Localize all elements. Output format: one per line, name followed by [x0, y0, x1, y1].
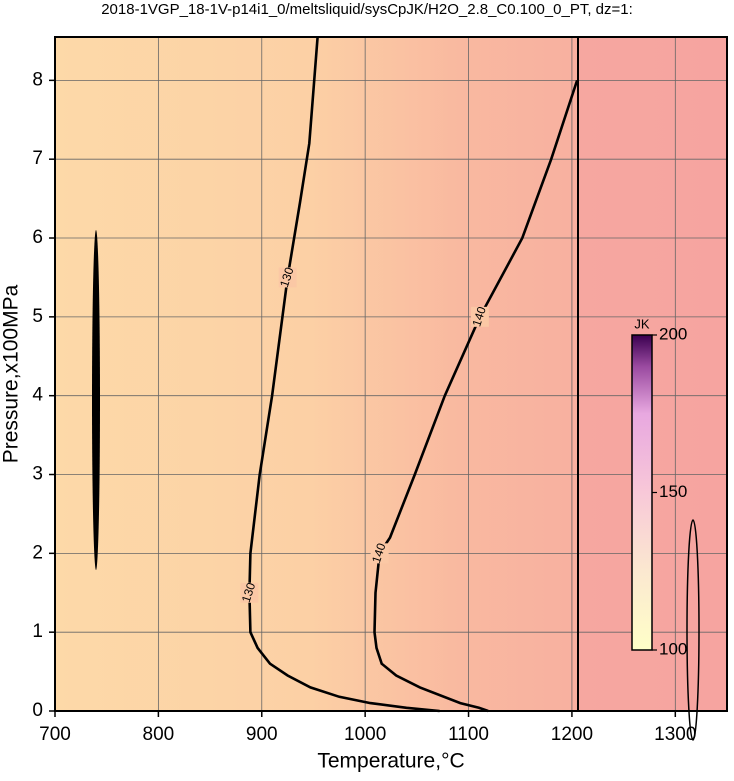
y-tick-label: 4: [32, 385, 43, 406]
x-tick-label: 1100: [448, 724, 489, 745]
y-tick-label: 3: [32, 464, 43, 485]
grid: [54, 37, 727, 712]
x-tick-label: 1000: [344, 724, 386, 745]
colorbar-tick-label: 100: [659, 639, 687, 658]
contour-label: 140: [369, 541, 389, 565]
colorbar: [631, 334, 653, 651]
contour-label-bg: [278, 267, 297, 288]
plot-frame: [54, 36, 728, 712]
contour-label: 130: [239, 581, 259, 605]
x-tick-label: 700: [39, 724, 71, 745]
x-tick-label: 1300: [654, 724, 696, 745]
y-tick-label: 2: [32, 542, 43, 563]
dense-contour-blob: [92, 230, 100, 570]
y-tick-label: 1: [32, 621, 43, 642]
contour-label-bg: [240, 582, 259, 603]
x-tick-label: 900: [246, 724, 278, 745]
y-tick-label: 0: [32, 700, 43, 721]
y-tick-label: 5: [32, 306, 43, 327]
colorbar-label: JK: [634, 316, 650, 331]
y-axis-label: Pressure,x100MPa: [0, 284, 23, 463]
y-tick-label: 7: [32, 148, 43, 169]
colorbar-tick-label: 150: [659, 482, 687, 501]
x-tick-label: 1200: [551, 724, 593, 745]
x-axis-label: Temperature,°C: [317, 750, 464, 773]
y-tick-label: 6: [32, 227, 43, 248]
colorbar-tick-label: 200: [659, 324, 687, 343]
contour-label-bg: [370, 543, 389, 564]
contour-label: 140: [469, 305, 489, 329]
contours: 130 130 140 140: [239, 36, 579, 713]
dense-contour-blob: [686, 519, 700, 741]
y-tick-label: 8: [32, 69, 43, 90]
plot-background: [55, 37, 727, 711]
x-tick-label: 800: [143, 724, 175, 745]
contour-line: [373, 79, 579, 713]
contour-line: [248, 36, 440, 713]
contour-label-bg: [470, 306, 489, 327]
chart-title: 2018-1VGP_18-1V-p14i1_0/meltsliquid/sysC…: [101, 1, 633, 18]
contour-label: 130: [277, 265, 297, 289]
